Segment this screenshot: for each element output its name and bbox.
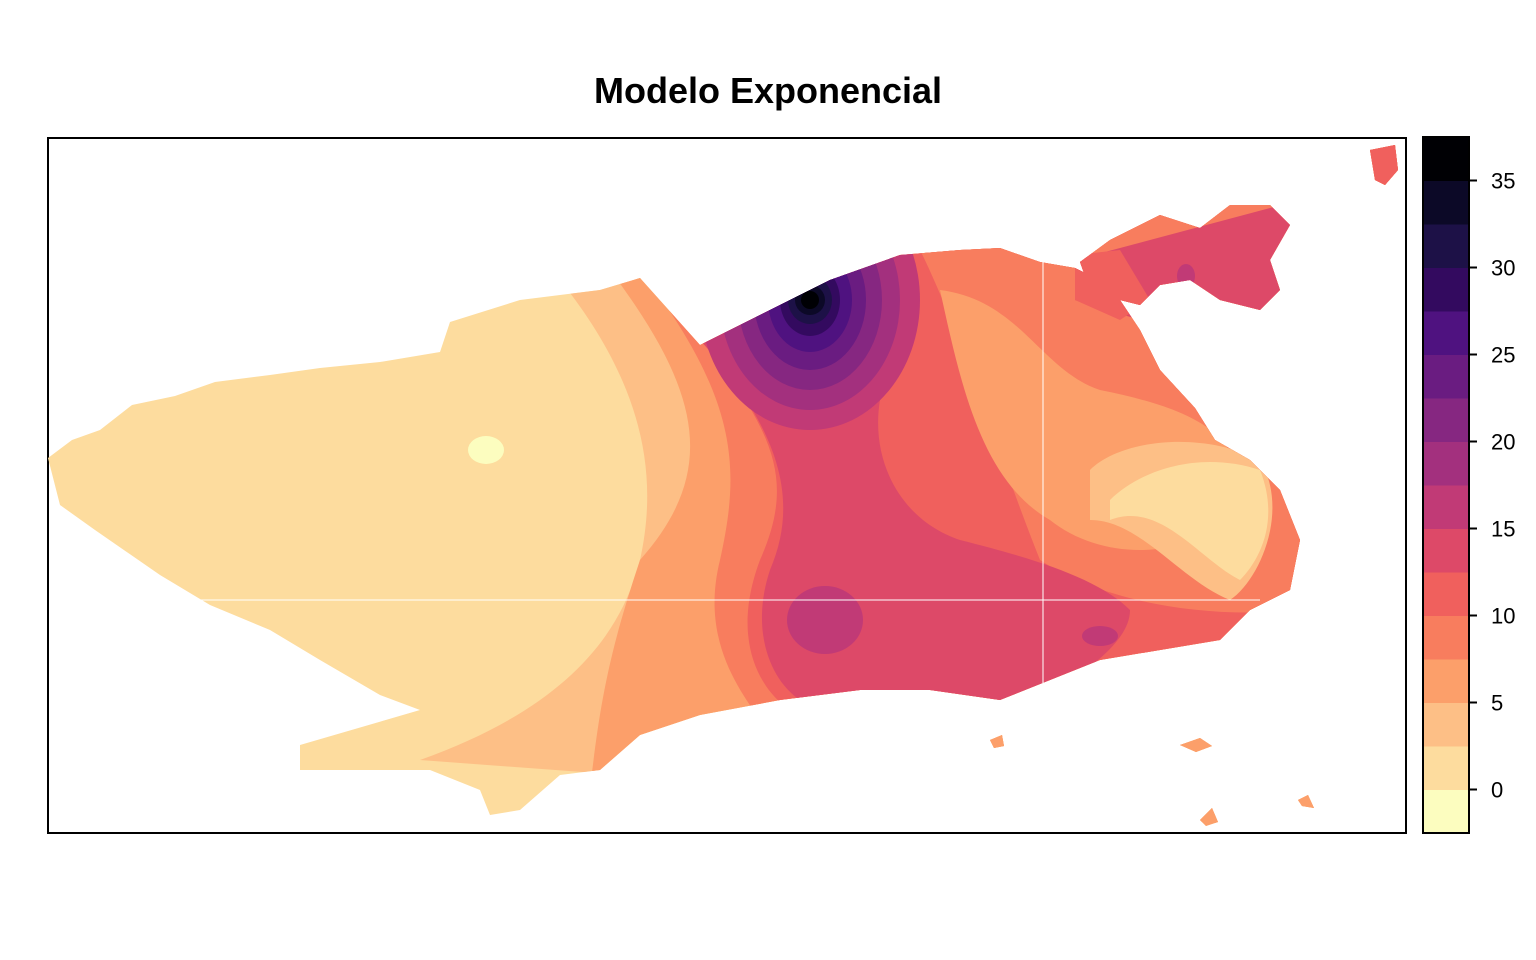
- colorbar-tick-label: 35: [1491, 169, 1515, 194]
- chart-title: Modelo Exponencial: [593, 70, 943, 111]
- colorbar-tick-label: 20: [1491, 430, 1515, 455]
- colorbar: 35 30 25 20 15 10 5 0: [1422, 136, 1515, 834]
- colorbar-bin: [1423, 528, 1469, 573]
- colorbar-bin: [1423, 746, 1469, 790]
- colorbar-bin: [1423, 224, 1469, 268]
- colorbar-bin: [1423, 572, 1469, 616]
- colorbar-frame: [1422, 136, 1470, 834]
- colorbar-bin: [1423, 398, 1469, 442]
- colorbar-bin: [1423, 180, 1469, 225]
- plot-frame: [47, 137, 1407, 834]
- colorbar-bin: [1423, 267, 1469, 312]
- colorbar-bin: [1423, 659, 1469, 703]
- colorbar-tick-label: 25: [1491, 343, 1515, 368]
- colorbar-tick-label: 15: [1491, 517, 1515, 542]
- colorbar-tick-label: 10: [1491, 604, 1515, 629]
- colorbar-tick-label: 0: [1491, 778, 1503, 803]
- colorbar-bin: [1423, 485, 1469, 529]
- colorbar-bin: [1423, 137, 1469, 181]
- interpolated-surface: [48, 145, 1398, 826]
- colorbar-bin: [1423, 789, 1469, 834]
- colorbar-bin: [1423, 441, 1469, 486]
- colorbar-bin: [1423, 615, 1469, 660]
- colorbar-bin: [1423, 354, 1469, 399]
- colorbar-tick-label: 5: [1491, 691, 1503, 716]
- colorbar-bin: [1423, 702, 1469, 747]
- colorbar-tick-label: 30: [1491, 256, 1515, 281]
- colorbar-bin: [1423, 311, 1469, 355]
